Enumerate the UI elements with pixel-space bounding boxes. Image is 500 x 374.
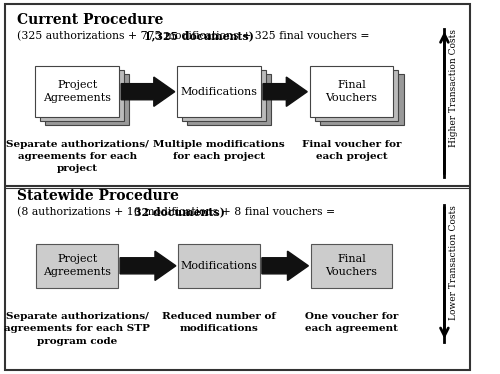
Bar	[46, 74, 129, 125]
Bar	[310, 244, 392, 288]
Bar	[188, 74, 271, 125]
Text: Modifications: Modifications	[180, 87, 258, 97]
Text: Project
Agreements: Project Agreements	[43, 80, 111, 103]
Bar	[35, 66, 119, 117]
Text: Higher Transaction Costs: Higher Transaction Costs	[449, 29, 458, 147]
Text: (325 authorizations + 775 modifications + 325 final vouchers =: (325 authorizations + 775 modifications …	[16, 31, 372, 41]
Text: 1,325 documents): 1,325 documents)	[144, 31, 254, 42]
Polygon shape	[122, 77, 174, 106]
Text: Separate authorizations/
agreements for each
project: Separate authorizations/ agreements for …	[6, 140, 148, 174]
Bar	[36, 244, 118, 288]
Text: Final voucher for
each project: Final voucher for each project	[302, 140, 401, 161]
Text: Final
Vouchers: Final Vouchers	[326, 80, 378, 103]
Text: Separate authorizations/
agreements for each STP
program code: Separate authorizations/ agreements for …	[4, 312, 150, 346]
Text: (8 authorizations + 16 modifications + 8 final vouchers =: (8 authorizations + 16 modifications + 8…	[16, 207, 338, 217]
Text: Project
Agreements: Project Agreements	[43, 254, 111, 278]
Polygon shape	[262, 251, 308, 280]
Text: Modifications: Modifications	[180, 261, 258, 271]
Text: 32 documents): 32 documents)	[134, 206, 225, 217]
Text: Lower Transaction Costs: Lower Transaction Costs	[449, 205, 458, 319]
Bar	[314, 70, 398, 122]
Bar	[310, 66, 394, 117]
Text: Statewide Procedure: Statewide Procedure	[16, 189, 178, 203]
Polygon shape	[263, 77, 308, 106]
Bar	[320, 74, 404, 125]
Text: One voucher for
each agreement: One voucher for each agreement	[304, 312, 398, 334]
Bar	[40, 70, 124, 122]
Text: Reduced number of
modifications: Reduced number of modifications	[162, 312, 276, 334]
Bar	[182, 70, 266, 122]
Bar	[177, 66, 261, 117]
Text: Final
Vouchers: Final Vouchers	[326, 254, 378, 278]
Text: Current Procedure: Current Procedure	[16, 13, 163, 27]
Bar	[178, 244, 260, 288]
Polygon shape	[120, 251, 176, 280]
Text: Multiple modifications
for each project: Multiple modifications for each project	[153, 140, 284, 161]
